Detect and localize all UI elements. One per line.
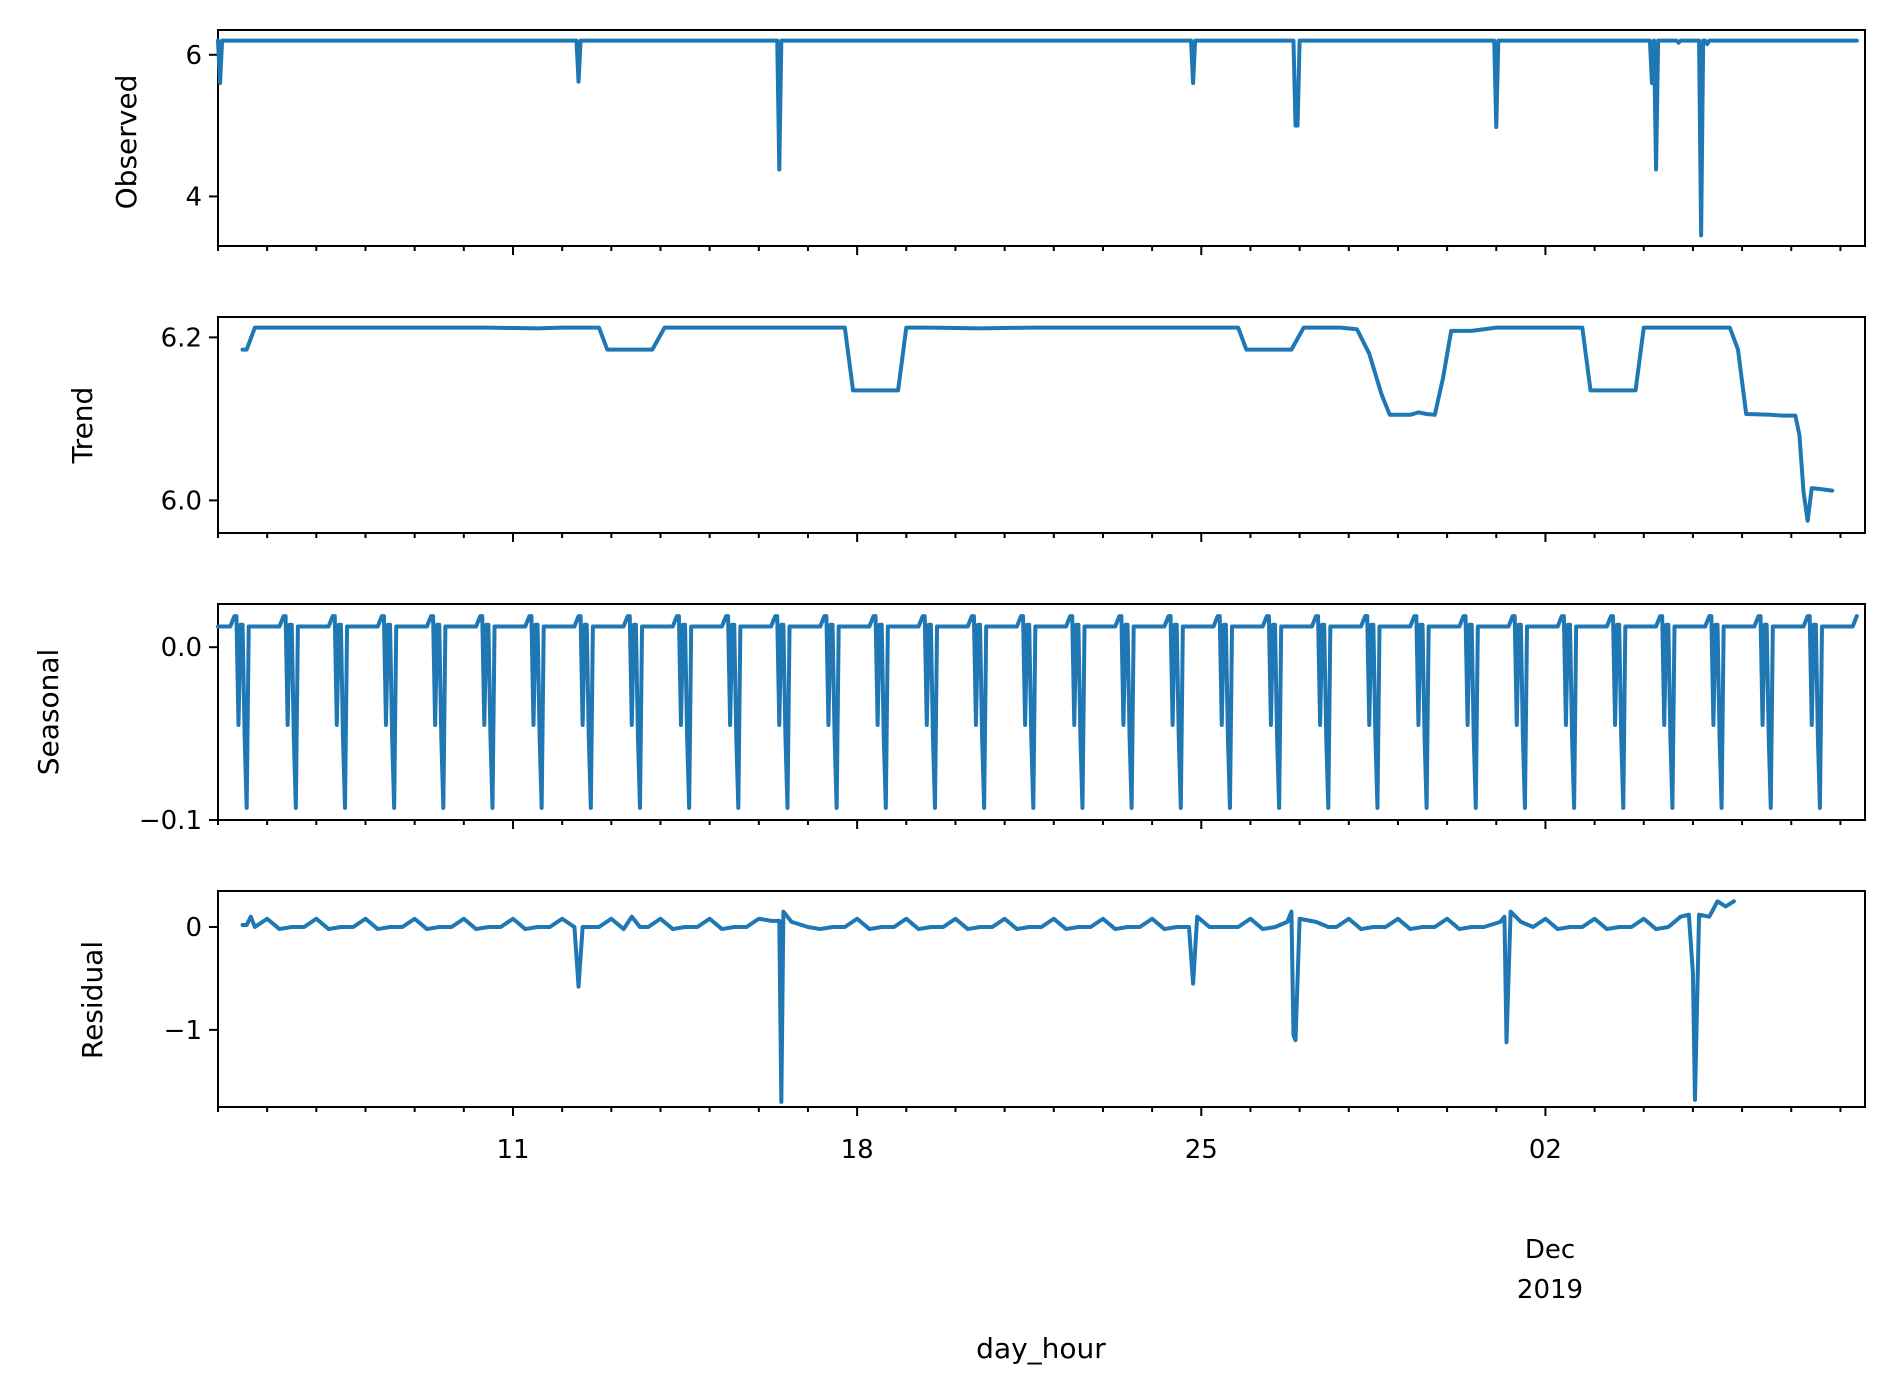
chart-panel-seasonal: Seasonal −0.1 0.0 [32,603,1866,836]
x-ticks-observed [217,246,1842,255]
y-tick-label: −1 [164,1016,202,1046]
x-ticks-residual [217,1107,1842,1116]
y-tick-label: 4 [185,182,202,212]
y-ticks-residual: −1 0 [164,913,218,1046]
y-tick-label: 6 [185,41,202,71]
y-axis-label-trend: Trend [66,387,99,465]
chart-panel-observed: Observed 46 [110,29,1866,255]
x-ticks-seasonal [217,820,1842,829]
y-tick-label: 6.0 [161,486,202,516]
panel-frame-seasonal [217,603,1866,821]
series-line-observed [216,38,1859,238]
x-tick-label: 25 [1185,1135,1218,1165]
x-axis-label: day_hour [976,1332,1106,1365]
x-offset-label-month: Dec [1525,1235,1575,1265]
y-axis-label-observed: Observed [110,75,143,210]
y-axis-label-seasonal: Seasonal [32,649,65,776]
series-line-seasonal [216,614,1859,810]
series-line-trend [240,325,1835,523]
y-tick-label: 0.0 [161,633,202,663]
y-axis-label-residual: Residual [76,941,109,1059]
x-offset-label-year: 2019 [1517,1275,1583,1305]
y-tick-label: 0 [185,913,202,943]
x-ticks-trend [217,533,1842,542]
chart-panel-residual: Residual −1 0 [76,890,1866,1116]
x-tick-label: 18 [841,1135,874,1165]
y-tick-label: 6.2 [161,323,202,353]
y-ticks-observed: 46 [185,41,218,212]
x-tick-label: 02 [1529,1135,1562,1165]
series-line-residual [240,899,1736,1104]
x-tick-label: 11 [496,1135,529,1165]
panel-frame-residual [217,890,1866,1108]
y-ticks-trend: 6.0 6.2 [161,323,218,516]
chart-panel-trend: Trend 6.0 6.2 [66,316,1866,542]
y-tick-label: −0.1 [139,806,202,836]
panel-frame-observed [217,29,1866,247]
x-tick-labels: 11 18 25 02 [496,1135,1562,1165]
y-ticks-seasonal: −0.1 0.0 [139,633,218,836]
panel-frame-trend [217,316,1866,534]
